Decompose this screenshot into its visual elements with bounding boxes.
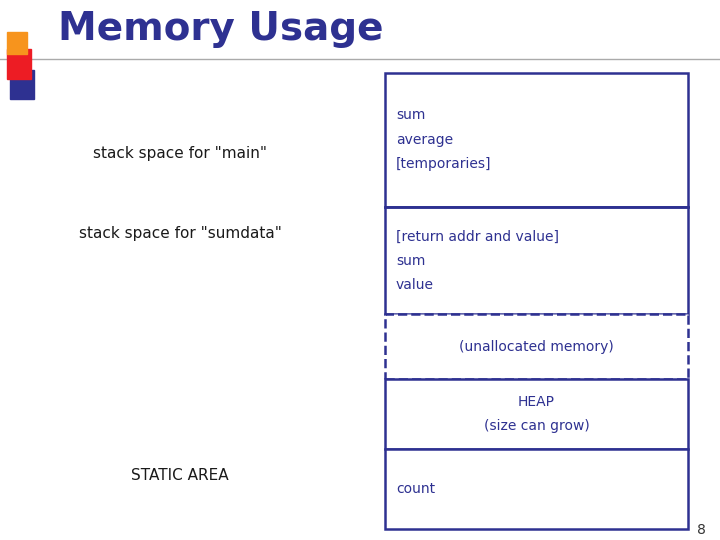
Text: stack space for "sumdata": stack space for "sumdata"	[78, 226, 282, 241]
Bar	[10, 70, 34, 99]
Text: value: value	[396, 278, 434, 292]
Text: average: average	[396, 133, 453, 147]
Text: (unallocated memory): (unallocated memory)	[459, 340, 613, 354]
Bar	[385, 314, 688, 379]
Text: Memory Usage: Memory Usage	[58, 10, 383, 49]
Bar	[385, 207, 688, 314]
Bar	[385, 449, 688, 529]
Text: sum: sum	[396, 254, 426, 268]
Text: sum: sum	[396, 109, 426, 123]
Bar	[385, 72, 688, 207]
Text: (size can grow): (size can grow)	[484, 419, 589, 433]
Text: HEAP: HEAP	[518, 395, 555, 409]
Text: [temporaries]: [temporaries]	[396, 157, 492, 171]
Text: [return addr and value]: [return addr and value]	[396, 230, 559, 244]
Text: stack space for "main": stack space for "main"	[93, 146, 267, 160]
Text: count: count	[396, 482, 435, 496]
Bar	[385, 379, 688, 449]
Bar	[7, 32, 27, 53]
Text: 8: 8	[697, 523, 706, 537]
Bar	[7, 49, 31, 79]
Text: STATIC AREA: STATIC AREA	[131, 468, 229, 483]
